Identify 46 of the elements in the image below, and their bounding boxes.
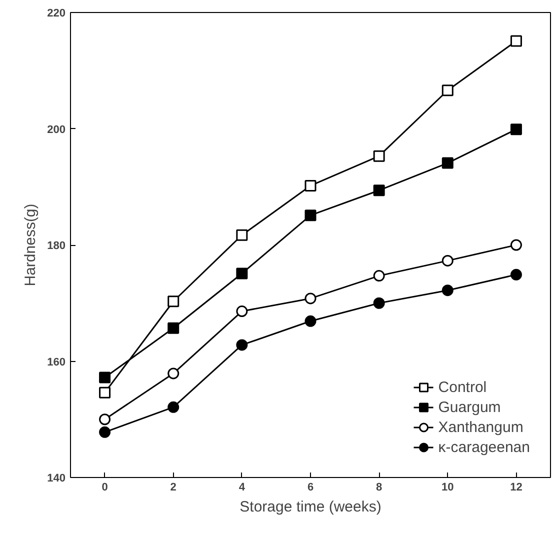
point — [168, 322, 180, 334]
point — [373, 270, 385, 282]
y-tick-label: 200 — [47, 124, 66, 136]
legend-label: Guargum — [438, 398, 501, 416]
point — [373, 184, 385, 196]
point — [304, 315, 316, 327]
y-tick-label: 220 — [47, 8, 66, 20]
legend-label: Control — [438, 378, 487, 396]
x-tick-label: 2 — [170, 482, 176, 494]
x-tick-label: 0 — [102, 482, 108, 494]
x-tick-label: 12 — [510, 482, 522, 494]
point — [304, 292, 316, 304]
x-tick-label: 10 — [442, 482, 454, 494]
point — [510, 239, 522, 251]
point — [168, 401, 180, 413]
y-tick-label: 180 — [47, 240, 66, 252]
point — [99, 372, 111, 384]
point — [168, 368, 180, 380]
point — [510, 124, 522, 136]
point — [442, 254, 454, 266]
point — [304, 180, 316, 192]
point — [236, 306, 248, 318]
y-tick-label: 140 — [47, 472, 66, 484]
point — [373, 150, 385, 162]
point — [510, 268, 522, 280]
point — [236, 268, 248, 280]
point — [99, 414, 111, 426]
point — [236, 229, 248, 241]
point — [442, 284, 454, 296]
y-axis-title: Hardness(g) — [22, 204, 40, 286]
point — [304, 210, 316, 222]
x-tick-label: 8 — [376, 482, 382, 494]
point — [99, 386, 111, 398]
point — [373, 297, 385, 309]
y-tick-label: 160 — [47, 356, 66, 368]
point — [510, 35, 522, 47]
x-tick-label: 6 — [307, 482, 314, 494]
x-tick-label: 4 — [238, 482, 246, 494]
point — [442, 157, 454, 169]
legend-label: κ-carageenan — [438, 438, 530, 456]
x-axis-title: Storage time (weeks) — [240, 498, 382, 516]
point — [236, 339, 248, 351]
point — [442, 84, 454, 96]
legend-label: Xanthangum — [438, 418, 524, 436]
point — [99, 426, 111, 438]
point — [168, 296, 180, 308]
